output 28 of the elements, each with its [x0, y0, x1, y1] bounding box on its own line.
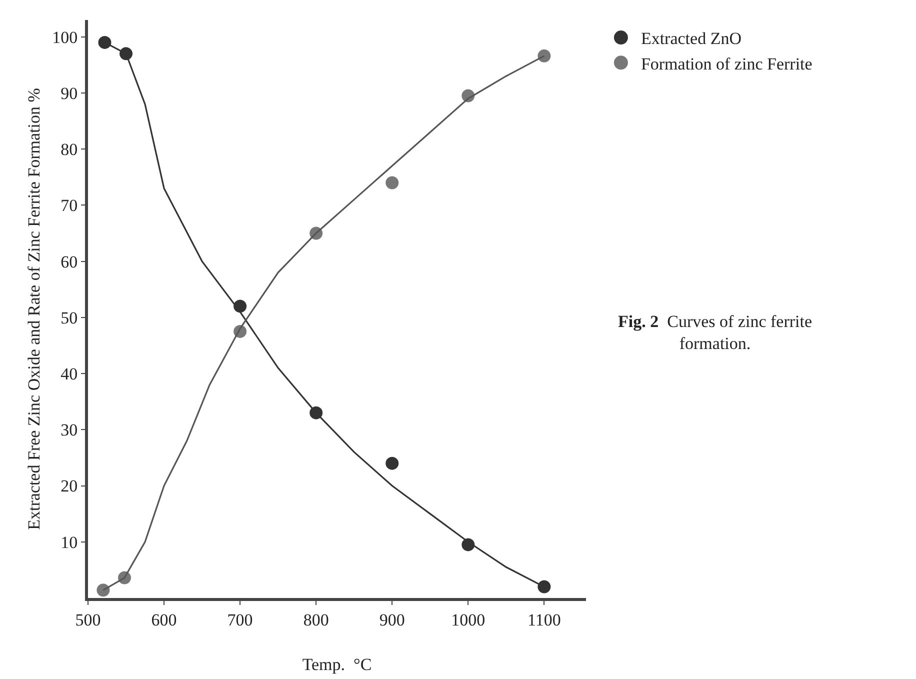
x-tick-label: 500 — [75, 610, 101, 630]
x-tick-label: 1000 — [451, 610, 486, 630]
x-tick-label: 600 — [151, 610, 177, 630]
x-axis-title: Temp. °C — [302, 654, 372, 674]
x-tick-label: 800 — [303, 610, 329, 630]
legend-label: Formation of zinc Ferrite — [640, 54, 812, 74]
y-tick-label: 80 — [60, 140, 78, 160]
x-tick-label: 1100 — [527, 610, 561, 630]
y-tick-label: 100 — [52, 28, 78, 47]
y-tick-label: 30 — [60, 420, 78, 440]
y-tick-label: 20 — [60, 476, 78, 496]
y-tick-label: 50 — [60, 308, 78, 328]
y-tick-label: 40 — [60, 364, 78, 384]
y-axis-title: Extracted Free Zinc Oxide and Rate of Zinc Ferrite Formation % — [24, 88, 44, 530]
point — [538, 580, 551, 594]
legend-label: Extracted ZnO — [640, 29, 742, 48]
x-tick-label: 700 — [227, 610, 253, 630]
x-tick-label: 900 — [379, 610, 405, 630]
point — [98, 36, 112, 49]
y-tick-label: 70 — [60, 196, 78, 216]
point — [386, 176, 399, 190]
point — [96, 584, 110, 597]
y-tick-label: 60 — [60, 252, 78, 272]
y-tick-label: 10 — [60, 532, 78, 552]
point — [538, 49, 551, 62]
point — [386, 456, 399, 470]
caption: Fig. 2 Curves of zinc ferrite formation. — [618, 312, 812, 354]
y-tick-label: 90 — [60, 84, 78, 103]
